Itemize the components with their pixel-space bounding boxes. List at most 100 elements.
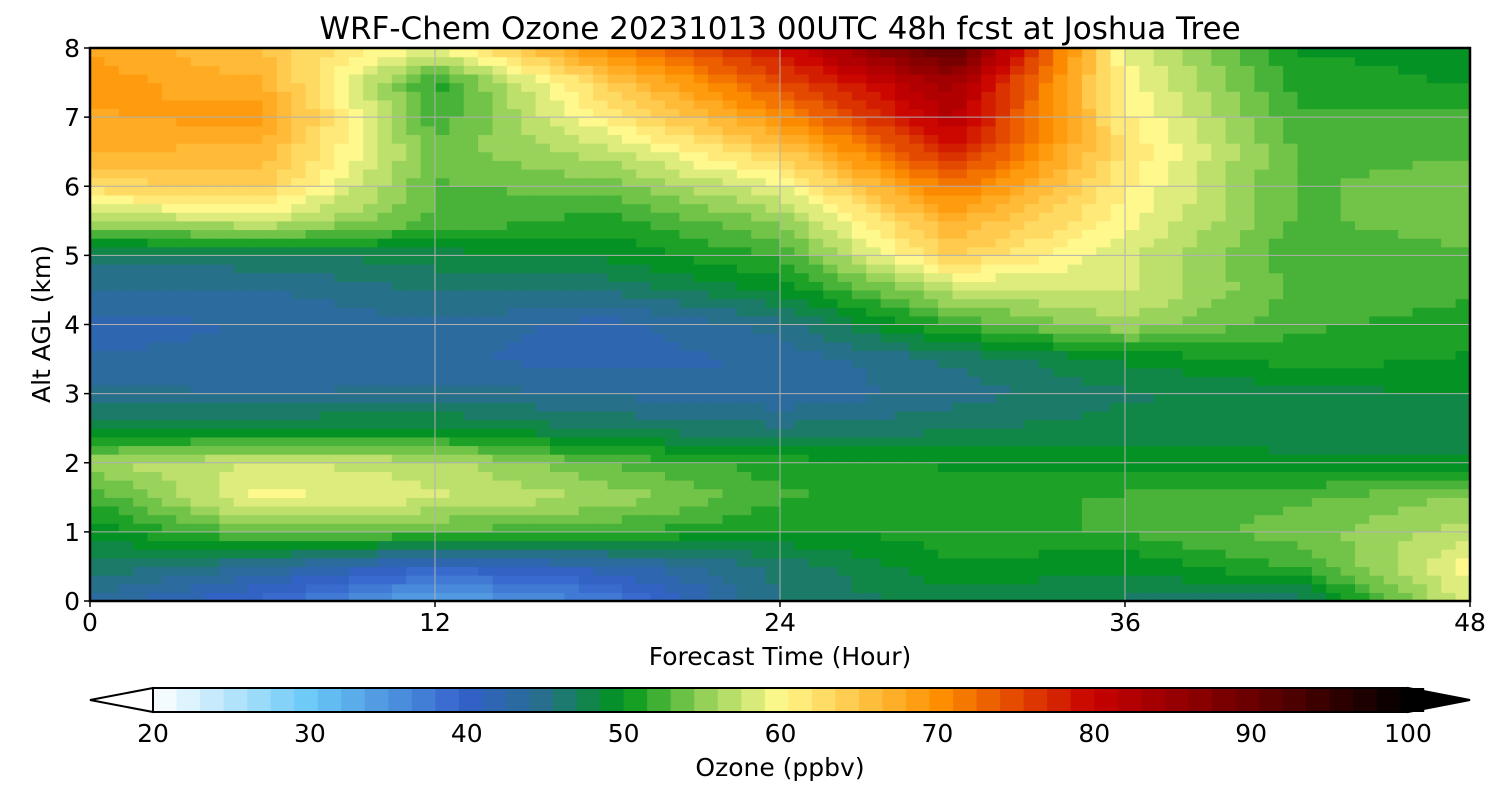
heatmap-cell	[506, 488, 522, 498]
heatmap-cell	[837, 220, 853, 231]
heatmap-cell	[291, 367, 307, 377]
heatmap-cell	[966, 497, 982, 507]
heatmap-cell	[1196, 272, 1212, 282]
heatmap-cell	[593, 212, 609, 222]
heatmap-cell	[1211, 402, 1227, 412]
heatmap-cell	[1053, 471, 1069, 481]
heatmap-cell	[866, 315, 882, 326]
heatmap-cell	[219, 367, 235, 377]
heatmap-cell	[708, 160, 724, 170]
heatmap-cell	[952, 575, 968, 585]
heatmap-cell	[981, 246, 997, 256]
heatmap-cell	[147, 168, 163, 179]
heatmap-cell	[808, 583, 824, 593]
heatmap-cell	[104, 376, 120, 386]
heatmap-cell	[1067, 307, 1083, 317]
heatmap-cell	[1024, 298, 1040, 308]
heatmap-cell	[205, 272, 220, 282]
heatmap-cell	[851, 229, 867, 239]
heatmap-cell	[1096, 445, 1112, 455]
heatmap-cell	[550, 488, 565, 498]
heatmap-cell	[1369, 194, 1385, 205]
heatmap-cell	[765, 583, 781, 593]
heatmap-cell	[880, 350, 896, 360]
heatmap-cell	[823, 410, 839, 421]
heatmap-cell	[923, 281, 939, 291]
heatmap-cell	[1038, 376, 1054, 386]
heatmap-cell	[391, 566, 407, 576]
heatmap-cell	[1024, 220, 1040, 231]
heatmap-cell	[1412, 384, 1428, 395]
heatmap-cell	[808, 238, 824, 248]
heatmap-cell	[1038, 445, 1054, 455]
heatmap-cell	[147, 264, 163, 274]
heatmap-cell	[320, 583, 335, 593]
heatmap-cell	[219, 281, 235, 291]
heatmap-cell	[435, 168, 450, 179]
heatmap-cell	[1340, 402, 1356, 412]
heatmap-cell	[1355, 341, 1370, 352]
heatmap-cell	[837, 160, 853, 170]
heatmap-cell	[938, 462, 954, 472]
heatmap-cell	[1110, 168, 1126, 179]
heatmap-cell	[751, 333, 767, 343]
heatmap-cell	[1225, 592, 1241, 601]
heatmap-cell	[1355, 497, 1370, 507]
heatmap-cell	[435, 220, 450, 231]
heatmap-cell	[377, 557, 393, 568]
heatmap-cell	[837, 264, 853, 274]
heatmap-cell	[291, 324, 307, 334]
heatmap-cell	[1168, 220, 1184, 231]
heatmap-cell	[578, 203, 594, 213]
heatmap-cell	[593, 350, 609, 360]
heatmap-cell	[1441, 307, 1457, 317]
heatmap-cell	[176, 341, 192, 352]
heatmap-cell	[665, 462, 680, 472]
heatmap-cell	[564, 298, 580, 308]
heatmap-cell	[391, 445, 407, 455]
heatmap-cell	[1426, 583, 1442, 593]
heatmap-cell	[923, 575, 939, 585]
heatmap-cell	[765, 367, 781, 377]
heatmap-cell	[478, 324, 494, 334]
heatmap-cell	[219, 203, 235, 213]
heatmap-cell	[248, 531, 264, 542]
heatmap-cell	[363, 177, 379, 187]
heatmap-cell	[1426, 359, 1442, 369]
heatmap-cell	[564, 523, 580, 533]
heatmap-cell	[736, 497, 752, 507]
heatmap-cell	[909, 566, 925, 576]
heatmap-cell	[363, 549, 379, 559]
heatmap-cell	[1455, 575, 1470, 585]
heatmap-cell	[1455, 272, 1470, 282]
heatmap-cell	[377, 471, 393, 481]
heatmap-cell	[348, 272, 364, 282]
heatmap-cell	[305, 575, 321, 585]
heatmap-cell	[550, 246, 565, 256]
heatmap-cell	[693, 376, 709, 386]
heatmap-cell	[1067, 488, 1083, 498]
heatmap-cell	[1412, 428, 1428, 438]
heatmap-cell	[736, 505, 752, 516]
heatmap-cell	[176, 194, 192, 205]
heatmap-cell	[506, 350, 522, 360]
heatmap-cell	[938, 445, 954, 455]
heatmap-cell	[1182, 238, 1198, 248]
heatmap-cell	[1024, 471, 1040, 481]
heatmap-cell	[679, 384, 695, 395]
heatmap-cell	[1340, 350, 1356, 360]
heatmap-cell	[1297, 307, 1313, 317]
heatmap-cell	[679, 488, 695, 498]
heatmap-cell	[391, 315, 407, 326]
heatmap-cell	[952, 436, 968, 447]
heatmap-cell	[118, 143, 134, 153]
heatmap-cell	[1038, 549, 1054, 559]
heatmap-cell	[1398, 212, 1414, 222]
heatmap-cell	[391, 462, 407, 472]
heatmap-cell	[1412, 592, 1428, 601]
heatmap-cell	[348, 281, 364, 291]
heatmap-cell	[966, 298, 982, 308]
heatmap-cell	[521, 186, 537, 196]
heatmap-cell	[1211, 454, 1227, 464]
heatmap-cell	[1153, 160, 1169, 170]
